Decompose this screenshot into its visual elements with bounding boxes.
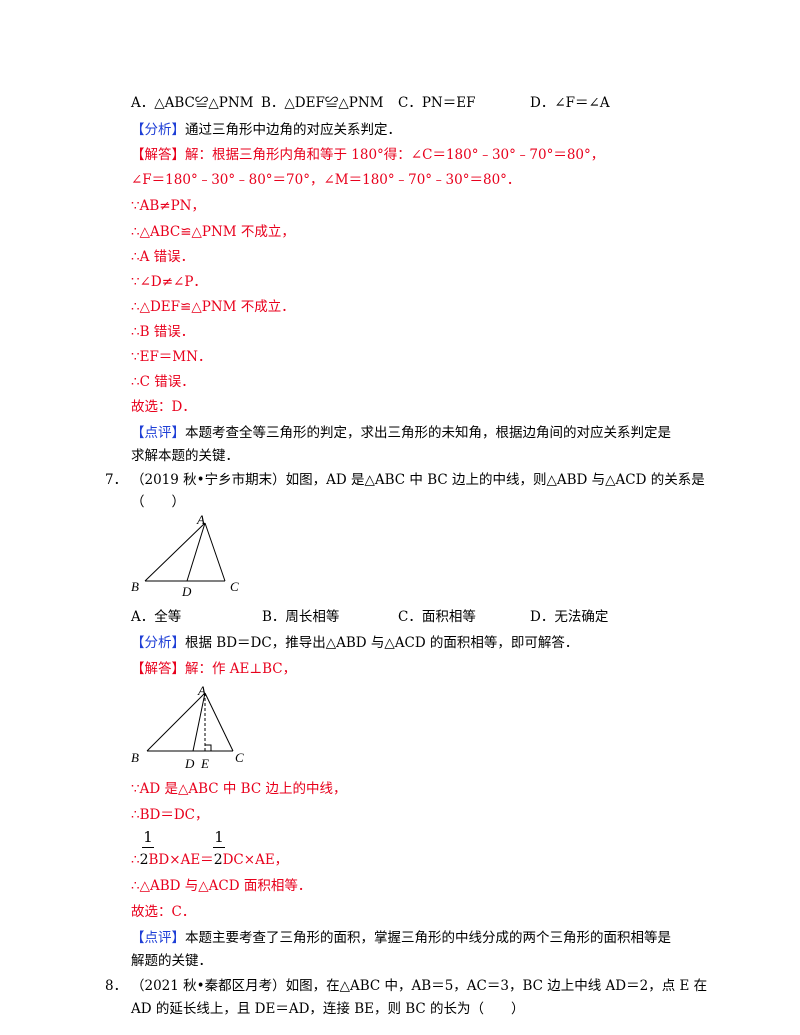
fraction-bar xyxy=(142,847,154,848)
q7-triangle-figure: A B D C xyxy=(131,513,239,598)
q8-number: 8． xyxy=(105,978,128,994)
q6-solution-line: ∴B 错误． xyxy=(131,324,195,340)
q7-stem-line: （ ） xyxy=(131,494,185,510)
vertex-label-d: D xyxy=(181,584,192,598)
analysis-text: 根据 BD＝DC，推导出△ABD 与△ACD 的面积相等，即可解答． xyxy=(185,635,579,651)
area-left: BD×AE＝ xyxy=(148,852,214,868)
q6-comment-line: 【点评】本题考查全等三角形的判定，求出三角形的未知角，根据边角间的对应关系判定是 xyxy=(131,424,671,442)
comment-tag: 【点评】 xyxy=(131,425,185,441)
analysis-tag: 【分析】 xyxy=(131,635,185,651)
q7-area-equation: ∴2BD×AE＝2DC×AE， xyxy=(131,851,288,869)
q8-stem-line: AD 的延长线上，且 DE＝AD，连接 BE，则 BC 的长为（ ） xyxy=(131,1001,525,1017)
vertex-label-d: D xyxy=(184,756,195,771)
solution-tag: 【解答】 xyxy=(131,147,185,163)
comment-tag: 【点评】 xyxy=(131,930,185,946)
q7-number: 7． xyxy=(105,472,128,488)
q7-solution-figure: A B D E C xyxy=(131,683,244,771)
q6-analysis: 【分析】通过三角形中边角的对应关系判定． xyxy=(131,121,401,139)
q7-solution-line: 故选：C． xyxy=(131,904,196,920)
fraction-numerator: 1 xyxy=(214,828,224,846)
solution-text: 解：作 AE⊥BC， xyxy=(185,661,297,677)
q7-comment-line: 解题的关键． xyxy=(131,953,212,969)
q6-solution-line: ∴△DEF≌△PNM 不成立． xyxy=(131,299,295,315)
q6-option-b: B．△DEF≌△PNM xyxy=(261,95,384,111)
q6-solution-line: 【解答】解：根据三角形内角和等于 180°得：∠C＝180°﹣30°﹣70°＝8… xyxy=(131,146,604,164)
vertex-label-e: E xyxy=(200,756,209,771)
q6-solution-line: 故选：D． xyxy=(131,399,196,415)
therefore-sign: ∴ xyxy=(131,852,140,868)
area-right: DC×AE， xyxy=(222,852,289,868)
fraction-half: 1 xyxy=(213,829,225,849)
vertex-label-b: B xyxy=(131,750,139,765)
fraction-numerator: 1 xyxy=(143,828,153,846)
fraction-denominator: 2 xyxy=(139,852,149,868)
q7-stem-line: （2019 秋•宁乡市期末）如图，AD 是△ABC 中 BC 边上的中线，则△A… xyxy=(131,472,705,488)
q7-option-b: B．周长相等 xyxy=(262,609,340,625)
fraction-denominator: 2 xyxy=(213,852,223,868)
q7-option-a: A．全等 xyxy=(131,609,182,625)
vertex-label-b: B xyxy=(131,579,139,594)
q7-solution-line: ∴△ABD 与△ACD 面积相等． xyxy=(131,878,312,894)
vertex-label-a: A xyxy=(197,683,206,698)
q8-stem-line: （2021 秋•秦都区月考）如图，在△ABC 中，AB＝5，AC＝3，BC 边上… xyxy=(131,978,708,994)
q7-option-d: D．无法确定 xyxy=(530,609,609,625)
solution-text: 解：根据三角形内角和等于 180°得：∠C＝180°﹣30°﹣70°＝80°， xyxy=(185,147,605,163)
vertex-label-c: C xyxy=(235,750,244,765)
comment-text: 本题考查全等三角形的判定，求出三角形的未知角，根据边角间的对应关系判定是 xyxy=(185,425,671,441)
q6-solution-line: ∴A 错误． xyxy=(131,249,195,265)
comment-text: 本题主要考查了三角形的面积，掌握三角形的中线分成的两个三角形的面积相等是 xyxy=(185,930,671,946)
q7-solution-line: ∴BD＝DC， xyxy=(131,807,209,823)
q7-solution-line: ∵AD 是△ABC 中 BC 边上的中线， xyxy=(131,781,347,797)
q6-solution-line: ∴C 错误． xyxy=(131,374,195,390)
q7-comment-line: 【点评】本题主要考查了三角形的面积，掌握三角形的中线分成的两个三角形的面积相等是 xyxy=(131,929,671,947)
q6-solution-line: ∵∠D≠∠P． xyxy=(131,274,207,290)
q6-option-a: A．△ABC≌△PNM xyxy=(131,95,254,111)
vertex-label-a: A xyxy=(196,513,205,527)
fraction-bar xyxy=(213,847,225,848)
q6-solution-line: ∴△ABC≌△PNM 不成立， xyxy=(131,224,295,240)
q6-option-c: C．PN＝EF xyxy=(398,95,476,111)
solution-tag: 【解答】 xyxy=(131,661,185,677)
q6-comment-line: 求解本题的关键． xyxy=(131,448,239,464)
q7-option-c: C．面积相等 xyxy=(398,609,476,625)
vertex-label-c: C xyxy=(230,579,239,594)
q6-solution-line: ∵AB≠PN， xyxy=(131,198,205,214)
fraction-half: 1 xyxy=(142,829,154,849)
q6-option-d: D．∠F＝∠A xyxy=(530,95,610,111)
q6-solution-line: ∠F＝180°﹣30°﹣80°＝70°，∠M＝180°﹣70°﹣30°＝80°． xyxy=(131,172,521,188)
analysis-text: 通过三角形中边角的对应关系判定． xyxy=(185,122,401,138)
analysis-tag: 【分析】 xyxy=(131,122,185,138)
q7-analysis: 【分析】根据 BD＝DC，推导出△ABD 与△ACD 的面积相等，即可解答． xyxy=(131,634,578,652)
q7-solution-line: 【解答】解：作 AE⊥BC， xyxy=(131,660,296,678)
q6-solution-line: ∵EF＝MN． xyxy=(131,349,212,365)
